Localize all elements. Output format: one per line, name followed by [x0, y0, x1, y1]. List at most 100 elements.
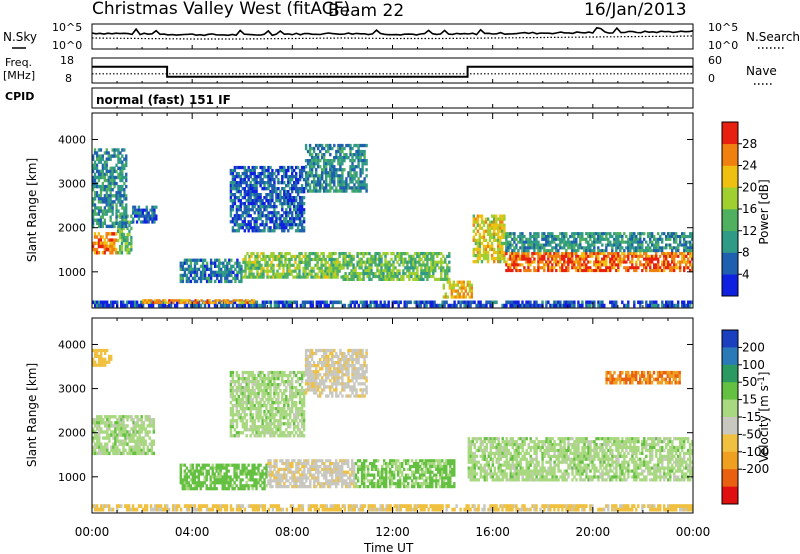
heat-cell: [607, 243, 610, 247]
heat-cell: [315, 300, 318, 305]
heat-cell: [254, 266, 257, 270]
heat-cell: [639, 300, 642, 305]
heat-cell: [126, 442, 129, 446]
heat-cell: [228, 270, 231, 274]
heat-cell: [140, 448, 143, 453]
heat-cell: [298, 272, 301, 276]
heat-cell: [327, 143, 330, 148]
heat-cell: [317, 143, 320, 148]
heat-cell: [109, 215, 112, 219]
heat-cell: [265, 175, 268, 179]
heat-cell: [539, 254, 542, 258]
heat-cell: [633, 266, 636, 270]
heat-cell: [497, 241, 500, 246]
heat-cell: [256, 257, 259, 262]
heat-cell: [597, 269, 600, 273]
heat-cell: [547, 243, 550, 247]
heat-cell: [495, 238, 498, 242]
heat-cell: [115, 154, 118, 158]
heat-cell: [132, 445, 135, 449]
heat-cell: [107, 194, 110, 198]
heat-cell: [649, 303, 652, 308]
heat-cell: [527, 266, 530, 270]
heat-cell: [253, 481, 256, 485]
heat-cell: [269, 467, 272, 471]
heat-cell: [222, 273, 225, 278]
heat-cell: [289, 223, 292, 227]
heat-cell: [187, 279, 191, 284]
heat-cell: [448, 254, 451, 258]
heat-cell: [481, 303, 484, 308]
heat-cell: [351, 165, 354, 169]
heat-cell: [236, 273, 239, 278]
heat-cell: [132, 427, 135, 431]
heat-cell: [97, 212, 101, 216]
heat-cell: [321, 482, 324, 486]
heat-cell: [442, 260, 445, 264]
heat-cell: [134, 439, 137, 443]
heat-cell: [255, 199, 258, 203]
heat-cell: [111, 247, 114, 252]
heat-cell: [189, 478, 192, 482]
heat-cell: [116, 421, 119, 425]
heat-cell: [537, 269, 540, 273]
heat-cell: [146, 415, 149, 419]
heat-cell: [467, 303, 470, 308]
heat-cell: [329, 464, 332, 469]
heat-cell: [349, 303, 352, 308]
heat-cell: [119, 169, 122, 174]
heat-cell: [140, 436, 143, 440]
heat-cell: [611, 254, 614, 258]
heat-cell: [611, 235, 614, 239]
heat-cell: [224, 276, 227, 281]
heat-cell: [149, 300, 153, 305]
heat-cell: [505, 263, 508, 267]
heat-cell: [223, 463, 226, 467]
heat-cell: [415, 303, 418, 308]
heat-cell: [136, 436, 139, 440]
heat-cell: [329, 183, 332, 187]
heat-cell: [247, 211, 250, 215]
heat-cell: [106, 424, 109, 428]
heat-cell: [279, 476, 282, 480]
heat-cell: [557, 243, 560, 247]
heat-cell: [285, 459, 288, 463]
heat-cell: [517, 303, 520, 308]
heat-cell: [263, 208, 266, 212]
heat-cell: [571, 254, 574, 258]
heat-cell: [339, 183, 342, 187]
heat-cell: [585, 303, 588, 308]
heat-cell: [113, 154, 116, 158]
heat-cell: [472, 223, 475, 227]
heat-cell: [125, 163, 128, 167]
heat-cell: [237, 475, 240, 479]
heat-cell: [120, 415, 123, 419]
heat-cell: [663, 252, 666, 256]
heat-cell: [283, 211, 286, 215]
heat-cell: [328, 254, 331, 259]
heat-cell: [216, 299, 219, 302]
heat-cell: [349, 300, 352, 305]
heat-cell: [152, 442, 155, 446]
heat-cell: [529, 269, 532, 273]
heat-cell: [497, 256, 500, 261]
heat-cell: [117, 197, 120, 201]
heat-cell: [657, 257, 660, 261]
heat-cell: [569, 260, 572, 264]
heat-cell: [167, 303, 171, 308]
heat-cell: [239, 193, 242, 197]
heat-cell: [199, 481, 202, 485]
heat-cell: [503, 235, 506, 239]
heat-cell: [93, 247, 97, 252]
heat-cell: [295, 165, 298, 170]
heat-cell: [669, 263, 672, 267]
heat-cell: [219, 472, 222, 476]
heat-cell: [325, 171, 328, 175]
heat-cell: [311, 467, 314, 471]
heat-cell: [249, 472, 252, 476]
heat-cell: [264, 260, 267, 264]
heat-cell: [503, 241, 506, 246]
heat-cell: [261, 229, 264, 233]
heat-cell: [350, 272, 353, 276]
heat-cell: [641, 254, 644, 258]
